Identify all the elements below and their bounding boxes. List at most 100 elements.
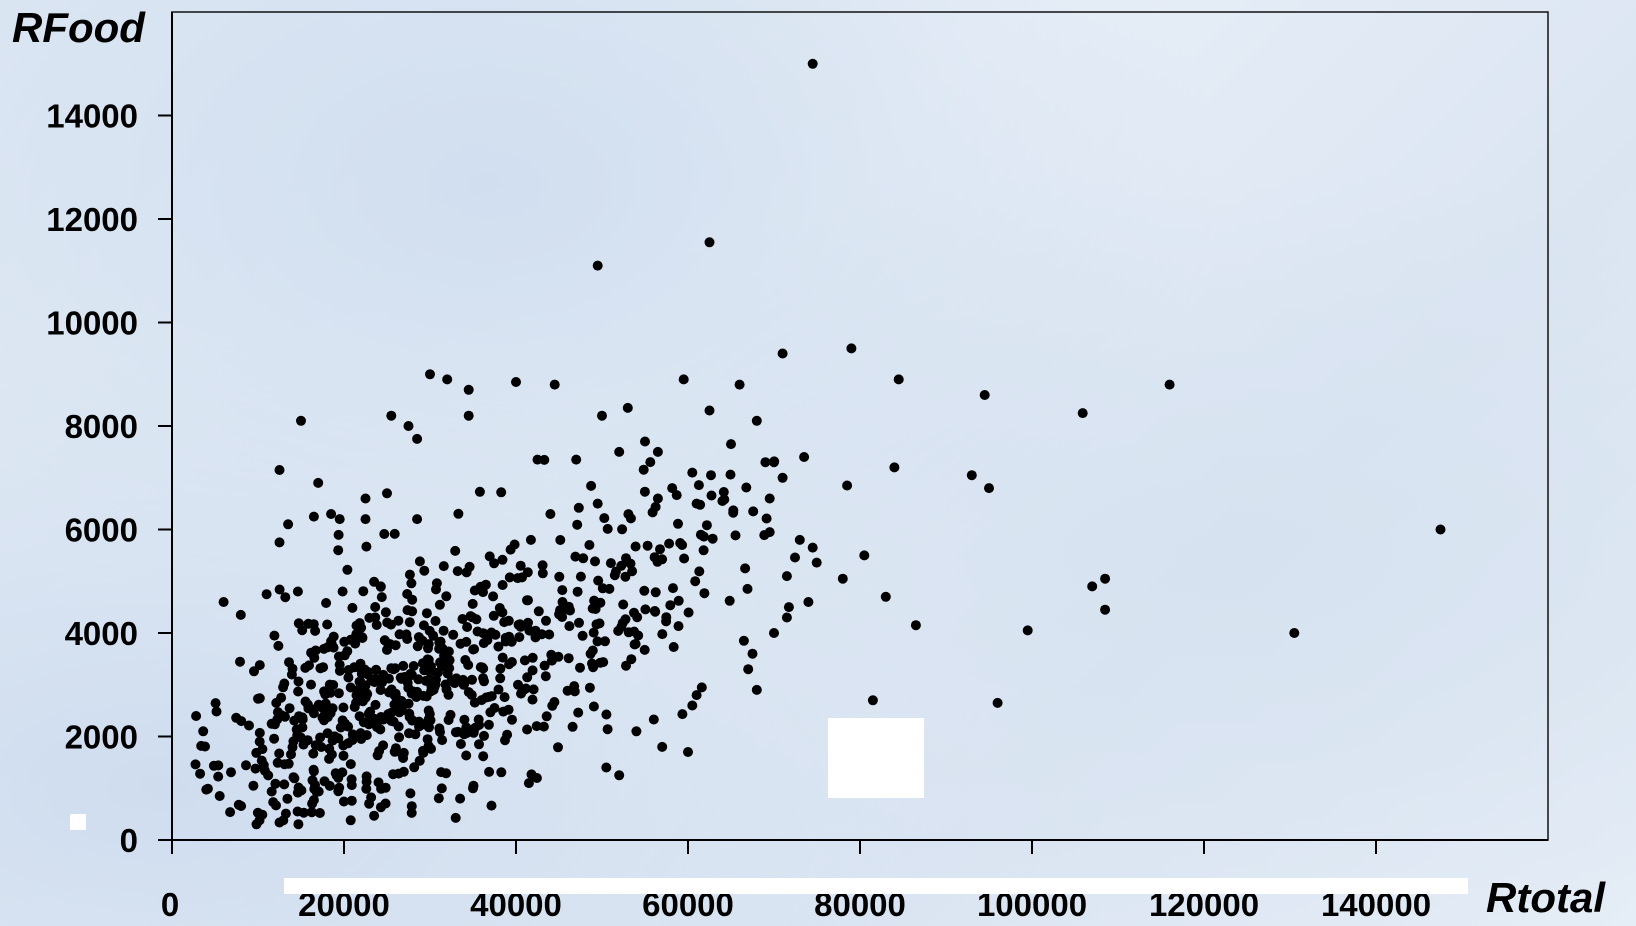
data-point <box>334 514 345 525</box>
data-point <box>293 686 304 697</box>
data-point <box>743 664 754 675</box>
data-point <box>706 490 717 501</box>
data-point <box>738 635 749 646</box>
data-point <box>270 778 281 789</box>
data-point <box>463 687 474 698</box>
data-point <box>483 719 494 730</box>
data-point <box>393 615 404 626</box>
data-point <box>226 767 236 778</box>
y-axis-title: RFood <box>12 4 146 51</box>
data-point <box>292 586 303 597</box>
data-point <box>984 483 994 494</box>
white-patch <box>828 718 924 798</box>
data-point <box>495 663 506 674</box>
x-axis-title: Rtotal <box>1486 874 1606 921</box>
data-point <box>463 660 474 670</box>
data-point <box>484 551 495 562</box>
data-point <box>190 759 201 770</box>
data-point <box>1100 604 1111 615</box>
data-point <box>484 766 495 777</box>
data-point <box>293 676 304 687</box>
data-point <box>693 480 704 491</box>
data-point <box>272 757 283 768</box>
data-point <box>625 558 636 569</box>
data-point <box>741 482 752 493</box>
data-point <box>414 716 424 727</box>
data-point <box>846 343 857 354</box>
data-point <box>345 759 356 770</box>
data-point <box>325 708 336 719</box>
data-point <box>324 780 335 791</box>
data-point <box>609 570 620 581</box>
data-point <box>777 472 788 483</box>
data-point <box>213 760 224 771</box>
data-point <box>781 571 792 582</box>
data-point <box>777 348 788 359</box>
data-point <box>673 518 683 529</box>
data-point <box>386 410 397 421</box>
data-point <box>273 640 284 651</box>
data-point <box>461 750 472 761</box>
data-point <box>362 689 373 699</box>
data-point <box>536 629 547 640</box>
data-point <box>347 602 358 613</box>
data-point <box>620 571 631 582</box>
data-point <box>308 511 319 522</box>
data-point <box>650 587 661 598</box>
data-point <box>371 719 382 730</box>
data-point <box>527 665 538 676</box>
data-point <box>602 523 613 534</box>
data-point <box>437 735 448 746</box>
data-point <box>346 780 357 791</box>
data-point <box>423 705 434 716</box>
data-point <box>699 588 710 599</box>
data-point <box>588 701 599 712</box>
data-point <box>423 714 434 725</box>
data-point <box>345 634 356 645</box>
data-point <box>303 618 314 629</box>
data-point <box>620 614 631 625</box>
data-point <box>527 694 538 705</box>
y-tick-label: 6000 <box>65 512 138 549</box>
data-point <box>557 585 568 596</box>
data-point <box>403 421 414 431</box>
data-point <box>458 679 469 690</box>
data-point <box>461 636 472 647</box>
data-point <box>675 538 686 548</box>
data-point <box>567 721 578 732</box>
data-point <box>419 565 430 576</box>
data-point <box>465 611 476 622</box>
data-point <box>338 702 349 713</box>
data-point <box>380 798 391 809</box>
data-point <box>601 709 612 720</box>
data-point <box>761 513 772 524</box>
data-point <box>668 642 679 652</box>
data-point <box>351 620 362 631</box>
data-point <box>379 529 390 539</box>
data-point <box>769 628 779 638</box>
data-point <box>664 538 675 549</box>
data-point <box>633 630 644 641</box>
data-point <box>719 494 730 505</box>
y-tick-label: 2000 <box>65 719 138 756</box>
data-point <box>474 739 484 750</box>
data-point <box>279 779 290 790</box>
data-point <box>992 697 1003 708</box>
data-point <box>436 783 447 794</box>
data-point <box>380 782 391 793</box>
data-point <box>251 819 262 830</box>
data-point <box>671 490 682 501</box>
data-point <box>357 632 368 643</box>
background-patches <box>70 718 1468 894</box>
data-point <box>598 657 609 668</box>
data-point <box>496 767 507 778</box>
data-point <box>477 662 488 673</box>
data-point <box>398 753 409 763</box>
data-point <box>695 499 706 510</box>
data-point <box>426 743 436 754</box>
data-point <box>274 537 285 548</box>
data-point <box>191 711 202 721</box>
data-point <box>499 617 510 628</box>
data-point <box>370 602 381 612</box>
data-point <box>360 514 371 525</box>
